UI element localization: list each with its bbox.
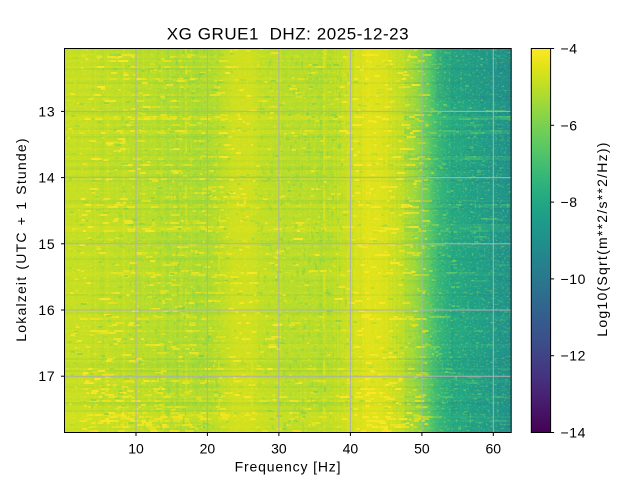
svg-text:Log10(Sqrt(m**2/s**2/Hz)): Log10(Sqrt(m**2/s**2/Hz)) <box>594 141 610 336</box>
svg-text:−4: −4 <box>561 41 578 57</box>
svg-text:−10: −10 <box>561 271 587 287</box>
svg-text:10: 10 <box>128 441 144 457</box>
svg-text:Frequency [Hz]: Frequency [Hz] <box>235 459 342 475</box>
svg-text:20: 20 <box>200 441 216 457</box>
svg-text:17: 17 <box>38 368 55 384</box>
svg-text:50: 50 <box>414 441 430 457</box>
svg-text:14: 14 <box>38 170 55 186</box>
svg-text:30: 30 <box>271 441 287 457</box>
svg-text:−6: −6 <box>561 117 578 133</box>
svg-text:XG GRUE1 DHZ: 2025-12-23: XG GRUE1 DHZ: 2025-12-23 <box>167 25 409 44</box>
svg-text:Lokalzeit (UTC + 1 Stunde): Lokalzeit (UTC + 1 Stunde) <box>13 137 29 341</box>
svg-text:15: 15 <box>38 236 55 252</box>
svg-text:−12: −12 <box>561 348 587 364</box>
svg-text:16: 16 <box>38 302 55 318</box>
svg-text:−8: −8 <box>561 194 578 210</box>
svg-text:−14: −14 <box>561 425 587 441</box>
svg-text:40: 40 <box>343 441 359 457</box>
svg-text:13: 13 <box>38 103 55 119</box>
svg-text:60: 60 <box>486 441 502 457</box>
